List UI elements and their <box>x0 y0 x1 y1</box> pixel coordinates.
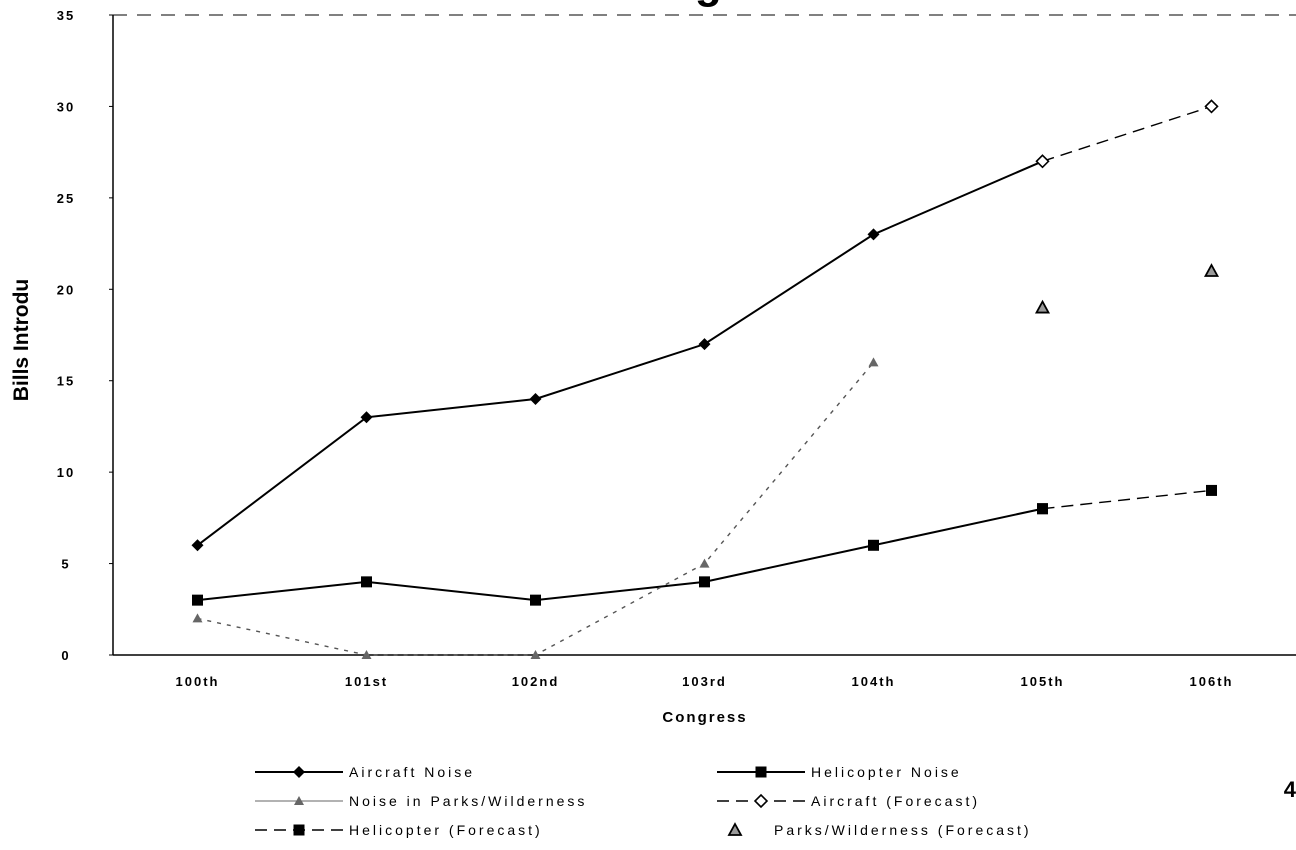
x-tick-labels: 100th 101st 102nd 103rd 104th 105th 106th <box>176 674 1234 689</box>
data-point <box>192 613 203 623</box>
y-tick-label: 5 <box>61 557 70 572</box>
y-tick-label: 35 <box>57 8 75 23</box>
data-point <box>1034 299 1051 314</box>
y-tick-label: 30 <box>57 99 75 114</box>
x-tick-label: 106th <box>1190 674 1234 689</box>
y-tick-labels: 0 5 10 15 20 25 30 35 <box>57 8 75 663</box>
data-point <box>1035 154 1050 169</box>
data-point <box>191 539 204 552</box>
series-1 <box>192 503 1048 606</box>
legend-item: Helicopter Noise <box>717 764 962 780</box>
legend-item: Helicopter (Forecast) <box>255 822 543 838</box>
legend: Aircraft Noise Helicopter Noise Noise in P… <box>255 764 1032 838</box>
data-point <box>699 576 710 588</box>
data-point <box>698 338 711 351</box>
legend-label: Noise in Parks/Wilderness <box>349 793 587 809</box>
data-point <box>1037 503 1048 515</box>
series-5 <box>1034 263 1220 314</box>
series-4 <box>1037 484 1217 515</box>
data-point <box>1206 484 1217 496</box>
legend-marker <box>755 766 767 778</box>
series-line <box>197 507 1043 602</box>
plot-axes <box>109 14 1296 656</box>
data-point <box>530 650 541 659</box>
x-tick-label: 100th <box>176 674 220 689</box>
legend-item: Aircraft Noise <box>255 764 475 780</box>
y-tick-label: 10 <box>57 465 75 480</box>
legend-marker <box>294 796 304 805</box>
legend-marker <box>293 766 305 778</box>
series-line <box>1042 105 1212 162</box>
y-axis-title: Bills Introdu <box>10 279 33 402</box>
y-tick-label: 20 <box>57 282 75 297</box>
legend-label: Aircraft (Forecast) <box>811 793 980 809</box>
data-point <box>361 650 372 659</box>
x-tick-label: 101st <box>345 674 388 689</box>
legend-item: Noise in Parks/Wilderness <box>255 793 587 809</box>
legend-marker <box>753 793 769 809</box>
y-tick-label: 15 <box>57 374 75 389</box>
series-line <box>196 160 1043 547</box>
data-point <box>1203 263 1220 277</box>
legend-marker <box>727 822 743 836</box>
legend-label: Parks/Wilderness (Forecast) <box>774 822 1032 838</box>
legend-item: Parks/Wilderness (Forecast) <box>727 822 1032 838</box>
data-point <box>1204 99 1219 114</box>
page-number: 4 <box>1284 777 1296 802</box>
data-point <box>530 594 541 606</box>
y-tick-label: 0 <box>61 648 70 663</box>
data-point <box>868 357 879 367</box>
legend-label: Helicopter Noise <box>811 764 962 780</box>
y-tick-label: 25 <box>57 191 75 206</box>
x-tick-label: 105th <box>1021 674 1065 689</box>
series-line <box>197 361 875 656</box>
data-point <box>699 558 710 568</box>
legend-label: Helicopter (Forecast) <box>349 822 543 838</box>
x-tick-label: 102nd <box>512 674 560 689</box>
x-axis-title: Congress <box>662 709 747 726</box>
data-point <box>867 228 880 241</box>
data-point <box>529 393 542 405</box>
series-0 <box>191 155 1049 552</box>
chart-title: in Noise Legislation <box>460 0 876 8</box>
data-point <box>360 411 373 424</box>
series-2 <box>192 357 879 659</box>
x-tick-label: 104th <box>852 674 896 689</box>
series-3 <box>1035 99 1219 169</box>
legend-item: Aircraft (Forecast) <box>717 793 980 809</box>
series-line <box>1042 489 1212 510</box>
x-tick-label: 103rd <box>682 674 727 689</box>
data-point <box>361 576 372 588</box>
legend-marker <box>293 824 305 836</box>
data-series <box>191 99 1220 659</box>
data-point <box>192 594 203 606</box>
legend-label: Aircraft Noise <box>349 764 475 780</box>
data-point <box>868 539 879 551</box>
